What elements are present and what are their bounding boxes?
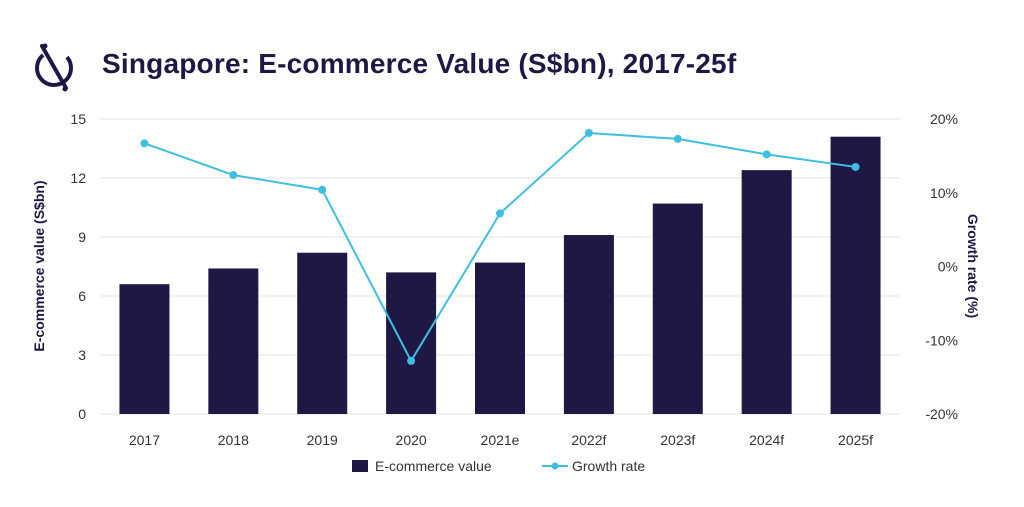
legend-swatch-bar [352,460,368,472]
line-point [229,171,238,180]
y-tick-label: 9 [78,229,86,245]
y-tick-label: 6 [78,288,86,304]
bar [830,136,881,414]
y-right-tick-label: 20% [930,111,958,127]
line-point [407,356,416,365]
chart-title: Singapore: E-commerce Value (S$bn), 2017… [102,48,737,79]
line-series [140,129,860,365]
x-tick-label: 2023f [660,432,695,448]
x-tick-label: 2020 [396,432,427,448]
bar [652,203,703,414]
x-tick-label: 2018 [218,432,249,448]
line-point [584,129,593,138]
y-tick-label: 12 [70,170,86,186]
legend-label-line: Growth rate [572,458,645,474]
legend: E-commerce value Growth rate [352,458,645,474]
line-point [140,139,149,148]
left-axis-ticks: 0 3 6 9 12 15 [70,111,86,422]
y-right-tick-label: -10% [925,332,958,348]
x-tick-label: 2017 [129,432,160,448]
bar [741,170,792,414]
y-right-tick-label: 0% [938,259,958,275]
bar [119,284,170,414]
y-tick-label: 0 [78,406,86,422]
y-axis-right-label: Growth rate (%) [965,214,981,318]
x-tick-label: 2022f [571,432,606,448]
right-axis-ticks: -20% -10% 0% 10% 20% [925,111,958,422]
brand-logo-icon [35,43,73,92]
bar [208,268,259,414]
line-point [762,150,771,159]
bar [475,262,525,414]
x-tick-label: 2021e [481,432,520,448]
line-point [673,134,682,143]
y-tick-label: 15 [70,111,86,127]
y-right-tick-label: 10% [930,185,958,201]
bar [563,235,614,414]
y-tick-label: 3 [78,347,86,363]
x-axis-ticks: 2017 2018 2019 2020 2021e 2022f 2023f 2024f 2025… [129,432,873,448]
bar-series [119,136,881,414]
bar [386,272,437,414]
line-point [318,185,327,194]
bar [297,252,348,414]
line-point [496,209,504,218]
x-tick-label: 2019 [307,432,338,448]
line-point [851,162,860,171]
legend-label-bar: E-commerce value [375,458,492,474]
legend-swatch-marker [551,462,559,470]
x-tick-label: 2025f [838,432,873,448]
x-tick-label: 2024f [749,432,784,448]
y-right-tick-label: -20% [925,406,958,422]
y-axis-label: E-commerce value (S$bn) [31,180,47,351]
